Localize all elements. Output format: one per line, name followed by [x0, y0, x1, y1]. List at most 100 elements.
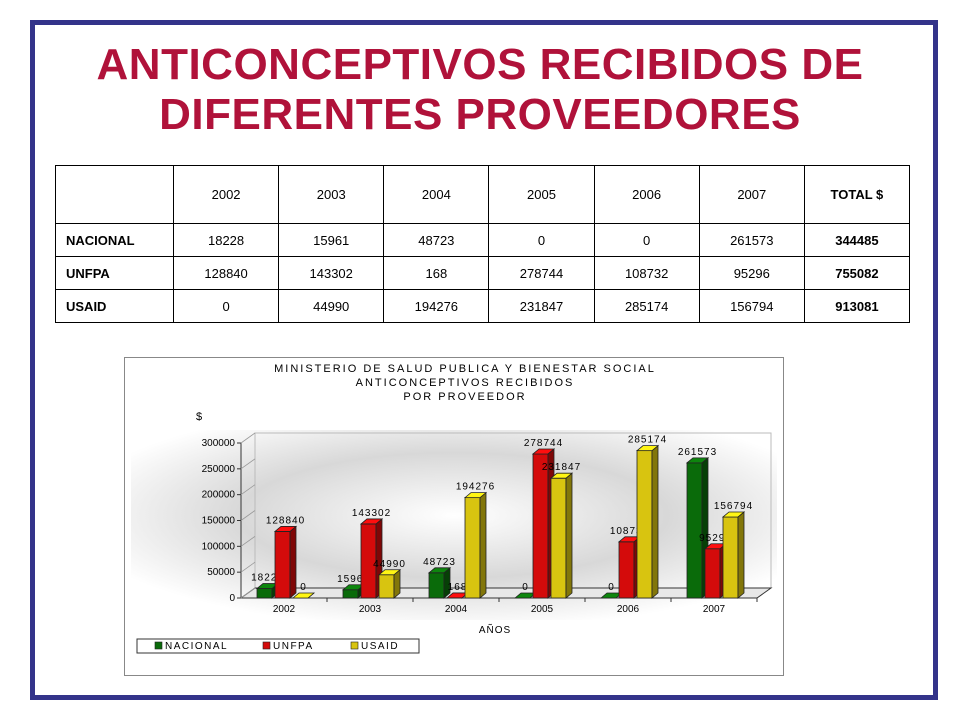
legend-swatch — [154, 641, 163, 650]
gridline-edge — [240, 458, 256, 470]
bar-chart: MINISTERIO DE SALUD PUBLICA Y BIENESTAR … — [131, 363, 777, 654]
bar — [463, 491, 488, 599]
bar — [549, 472, 574, 599]
table-cell: 156794 — [698, 289, 805, 323]
table-total-cell: 913081 — [803, 289, 911, 323]
table-cell: 0 — [488, 223, 595, 257]
bar-front — [636, 450, 653, 599]
bar-data-label: 108732 — [610, 526, 649, 537]
bar-top — [273, 526, 298, 532]
bar-data-label: 0 — [608, 582, 615, 593]
bar-front — [342, 589, 359, 599]
table-cell: 168 — [383, 256, 490, 290]
legend-swatch — [350, 641, 359, 650]
bar-data-label: 0 — [522, 582, 529, 593]
x-tick-label: 2004 — [445, 604, 468, 615]
bar-front — [618, 541, 635, 599]
y-tick-label: 250000 — [202, 464, 236, 475]
bar — [291, 592, 316, 599]
chart-title-line: MINISTERIO DE SALUD PUBLICA Y BIENESTAR … — [274, 363, 656, 375]
bar-data-label: 48723 — [423, 557, 456, 568]
row-label: UNFPA — [55, 256, 174, 290]
bar-data-label: 18228 — [251, 573, 284, 584]
title-line-2: DIFERENTES PROVEEDORES — [159, 90, 801, 139]
y-tick-label: 0 — [229, 593, 235, 604]
table-cell: 261573 — [698, 223, 805, 257]
bar-top — [685, 457, 710, 464]
bar-front — [722, 516, 739, 599]
row-label: NACIONAL — [55, 223, 174, 257]
table-cell: 285174 — [593, 289, 700, 323]
bar-top — [291, 592, 316, 599]
table-header-cell: TOTAL $ — [803, 165, 911, 224]
chart-title-line: ANTICONCEPTIVOS RECIBIDOS — [356, 377, 575, 389]
legend-label: NACIONAL — [165, 641, 228, 652]
bar-front — [274, 531, 291, 599]
row-label: USAID — [55, 289, 174, 323]
legend-label: UNFPA — [273, 641, 314, 652]
table-header-cell: 2004 — [383, 165, 490, 224]
table-cell: 194276 — [383, 289, 490, 323]
y-tick-label: 50000 — [207, 567, 235, 578]
slide-frame — [30, 20, 938, 700]
bar-side — [651, 444, 659, 599]
bar — [721, 511, 746, 599]
table-cell: 108732 — [593, 256, 700, 290]
bar-side — [737, 511, 745, 599]
bar — [427, 566, 452, 599]
bar-data-label: 278744 — [524, 438, 563, 449]
x-tick-label: 2003 — [359, 604, 382, 615]
table-total-cell: 755082 — [803, 256, 911, 290]
bar-front — [686, 462, 703, 599]
bar-front — [550, 477, 567, 599]
x-tick-label: 2002 — [273, 604, 296, 615]
bar-data-label: 156794 — [714, 501, 753, 512]
table-cell: 143302 — [278, 256, 385, 290]
bar — [359, 518, 384, 599]
table-header-cell: 2002 — [172, 165, 280, 224]
bar-data-label: 231847 — [542, 462, 581, 473]
y-tick-label: 300000 — [202, 438, 236, 449]
table-cell: 231847 — [488, 289, 595, 323]
table-cell: 0 — [172, 289, 280, 323]
bar-top — [377, 569, 402, 576]
table-header-cell: 2005 — [488, 165, 595, 224]
table-header-cell — [55, 165, 174, 224]
x-tick-label: 2006 — [617, 604, 640, 615]
legend-label: USAID — [361, 641, 399, 652]
bar — [377, 568, 402, 599]
table-header-cell: 2003 — [278, 165, 385, 224]
bar-top — [427, 567, 452, 574]
bar-data-label: 15961 — [337, 574, 370, 585]
table-header-cell: 2007 — [698, 165, 805, 224]
bar-data-label: 44990 — [373, 559, 406, 570]
gridline-edge — [240, 432, 256, 444]
table-cell: 278744 — [488, 256, 595, 290]
bar-data-label: 128840 — [266, 515, 305, 526]
bar — [635, 444, 660, 599]
bar-top — [721, 511, 746, 518]
bar-front — [378, 574, 395, 599]
table-cell: 48723 — [383, 223, 490, 257]
bar-front — [532, 453, 549, 599]
bar-front — [256, 588, 273, 599]
gridline-edge — [240, 510, 256, 521]
legend-box — [136, 638, 420, 654]
table-cell: 0 — [593, 223, 700, 257]
bar — [273, 525, 298, 599]
bar-data-label: 285174 — [628, 435, 667, 446]
title-line-1: ANTICONCEPTIVOS RECIBIDOS DE — [96, 40, 864, 89]
bar-side — [565, 472, 573, 599]
bar-data-label: 261573 — [678, 447, 717, 458]
bar-top — [531, 448, 556, 455]
bar-top — [463, 492, 488, 499]
gridline-edge — [240, 561, 256, 573]
y-tick-label: 200000 — [202, 490, 236, 501]
bar-data-label: 194276 — [456, 482, 495, 493]
y-tick-label: 150000 — [202, 516, 236, 527]
data-table: 2002 2003 2004 2005 2006 2007 TOTAL $ NA… — [55, 165, 911, 323]
plot-area: 0 50000 100000 150000 200000 250000 300000 2002… — [202, 432, 773, 615]
table-cell: 95296 — [698, 256, 805, 290]
bar-side — [479, 491, 487, 599]
gridline-edge — [240, 536, 256, 547]
